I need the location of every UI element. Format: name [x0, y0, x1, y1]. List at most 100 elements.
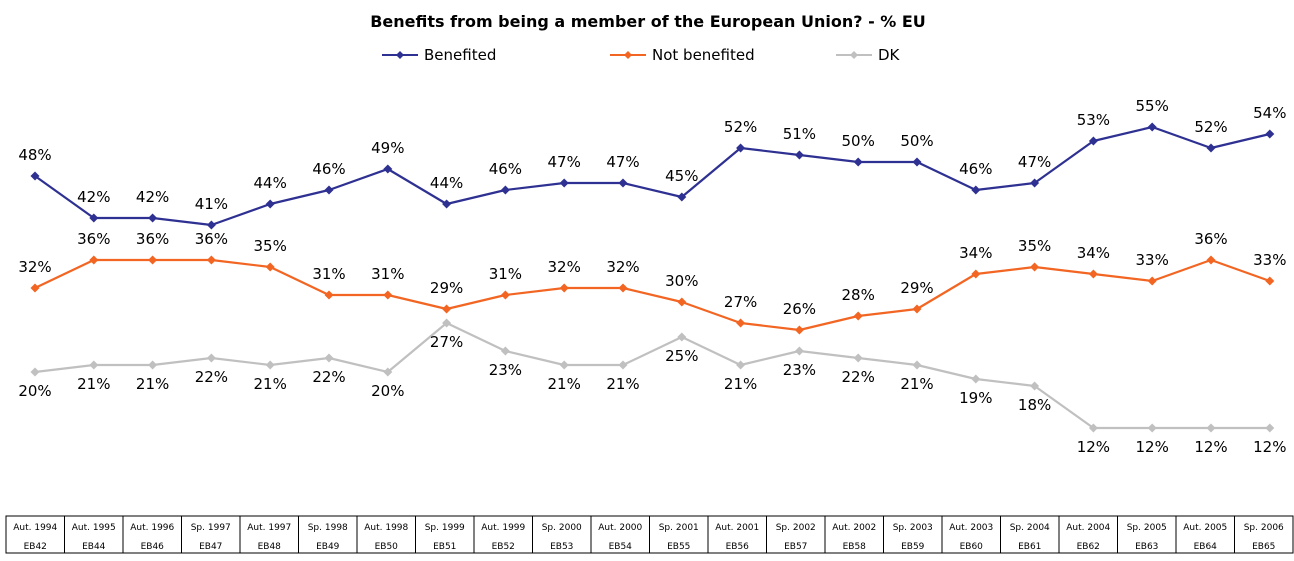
data-label-2-3: 22% — [195, 368, 228, 386]
category-period-0: Aut. 1994 — [13, 523, 57, 533]
data-point-1-11 — [677, 297, 687, 307]
data-point-2-11 — [677, 332, 687, 342]
data-point-0-7 — [442, 199, 452, 209]
category-code-8: EB52 — [492, 542, 515, 552]
category-period-17: Sp. 2004 — [1010, 523, 1050, 533]
category-period-11: Sp. 2001 — [659, 523, 699, 533]
category-code-3: EB47 — [199, 542, 222, 552]
data-point-1-18 — [1088, 269, 1098, 279]
data-point-2-8 — [500, 346, 510, 356]
data-label-1-12: 27% — [724, 293, 757, 311]
category-period-4: Aut. 1997 — [247, 523, 291, 533]
category-code-18: EB62 — [1077, 542, 1100, 552]
data-point-2-13 — [794, 346, 804, 356]
category-period-16: Aut. 2003 — [949, 523, 993, 533]
data-point-1-8 — [500, 290, 510, 300]
data-label-2-4: 21% — [254, 375, 287, 393]
data-label-1-6: 31% — [371, 265, 404, 283]
data-label-1-5: 31% — [312, 265, 345, 283]
data-point-2-0 — [30, 367, 40, 377]
data-label-0-20: 52% — [1194, 118, 1227, 136]
data-label-1-14: 28% — [842, 286, 875, 304]
data-label-1-18: 34% — [1077, 244, 1110, 262]
data-point-2-7 — [442, 318, 452, 328]
data-label-1-15: 29% — [900, 279, 933, 297]
data-label-2-15: 21% — [900, 375, 933, 393]
data-label-2-8: 23% — [489, 361, 522, 379]
data-point-2-17 — [1030, 381, 1040, 391]
data-label-1-11: 30% — [665, 272, 698, 290]
data-point-0-20 — [1206, 143, 1216, 153]
data-label-0-10: 47% — [606, 153, 639, 171]
data-point-2-16 — [971, 374, 981, 384]
legend: Benefited Not benefited DK — [382, 46, 901, 64]
data-label-2-7: 27% — [430, 333, 463, 351]
data-label-2-20: 12% — [1194, 438, 1227, 456]
category-period-6: Aut. 1998 — [364, 523, 408, 533]
data-point-0-1 — [89, 213, 99, 223]
category-table: Aut. 1994 EB42 Aut. 1995 EB44 Aut. 1996 EB46 S… — [5, 515, 1294, 554]
series-0: 48% 42% 42% 41% 44% 46% 49% 44% 46% 47% 47% 45% 52% 5… — [18, 97, 1286, 230]
data-point-1-3 — [206, 255, 216, 265]
series-layer: 48% 42% 42% 41% 44% 46% 49% 44% 46% 47% 47% 45% 52% 5… — [18, 97, 1286, 456]
category-code-0: EB42 — [24, 542, 47, 552]
data-point-2-21 — [1265, 423, 1275, 433]
category-period-2: Aut. 1996 — [130, 523, 174, 533]
data-point-0-4 — [265, 199, 275, 209]
data-point-1-14 — [853, 311, 863, 321]
data-point-0-11 — [677, 192, 687, 202]
data-point-1-7 — [442, 304, 452, 314]
data-point-0-21 — [1265, 129, 1275, 139]
category-code-1: EB44 — [82, 542, 106, 552]
data-point-1-12 — [736, 318, 746, 328]
data-label-2-9: 21% — [548, 375, 581, 393]
category-period-1: Aut. 1995 — [72, 523, 116, 533]
data-point-2-10 — [618, 360, 628, 370]
data-label-1-20: 36% — [1194, 230, 1227, 248]
data-label-0-9: 47% — [548, 153, 581, 171]
data-point-2-15 — [912, 360, 922, 370]
data-label-1-10: 32% — [606, 258, 639, 276]
category-period-12: Aut. 2001 — [715, 523, 759, 533]
data-point-2-6 — [383, 367, 393, 377]
data-label-2-16: 19% — [959, 389, 992, 407]
data-label-2-5: 22% — [312, 368, 345, 386]
legend-marker-2 — [850, 51, 858, 59]
category-code-7: EB51 — [433, 542, 456, 552]
data-point-0-8 — [500, 185, 510, 195]
data-label-1-9: 32% — [548, 258, 581, 276]
data-label-0-8: 46% — [489, 160, 522, 178]
category-code-11: EB55 — [667, 542, 690, 552]
category-code-12: EB56 — [726, 542, 750, 552]
category-code-16: EB60 — [960, 542, 984, 552]
data-label-2-12: 21% — [724, 375, 757, 393]
data-label-0-4: 44% — [254, 174, 287, 192]
category-period-20: Aut. 2005 — [1183, 523, 1227, 533]
series-2: 20% 21% 21% 22% 21% 22% 20% 27% 23% 21% 21% 25% 21% 2… — [18, 318, 1286, 456]
data-point-1-21 — [1265, 276, 1275, 286]
data-label-2-18: 12% — [1077, 438, 1110, 456]
data-label-0-5: 46% — [312, 160, 345, 178]
data-point-0-9 — [559, 178, 569, 188]
data-point-0-6 — [383, 164, 393, 174]
category-code-19: EB63 — [1135, 542, 1158, 552]
data-point-1-5 — [324, 290, 334, 300]
data-label-2-14: 22% — [842, 368, 875, 386]
category-period-18: Aut. 2004 — [1066, 523, 1110, 533]
data-label-2-10: 21% — [606, 375, 639, 393]
category-code-5: EB49 — [316, 542, 340, 552]
data-label-1-21: 33% — [1253, 251, 1286, 269]
data-point-1-17 — [1030, 262, 1040, 272]
data-point-2-19 — [1147, 423, 1157, 433]
data-point-0-15 — [912, 157, 922, 167]
category-period-7: Sp. 1999 — [425, 523, 465, 533]
data-label-1-1: 36% — [77, 230, 110, 248]
data-point-0-14 — [853, 157, 863, 167]
data-label-1-4: 35% — [254, 237, 287, 255]
data-point-2-12 — [736, 360, 746, 370]
data-point-0-17 — [1030, 178, 1040, 188]
data-point-2-5 — [324, 353, 334, 363]
data-point-0-16 — [971, 185, 981, 195]
data-label-0-11: 45% — [665, 167, 698, 185]
legend-label-2: DK — [878, 46, 901, 64]
